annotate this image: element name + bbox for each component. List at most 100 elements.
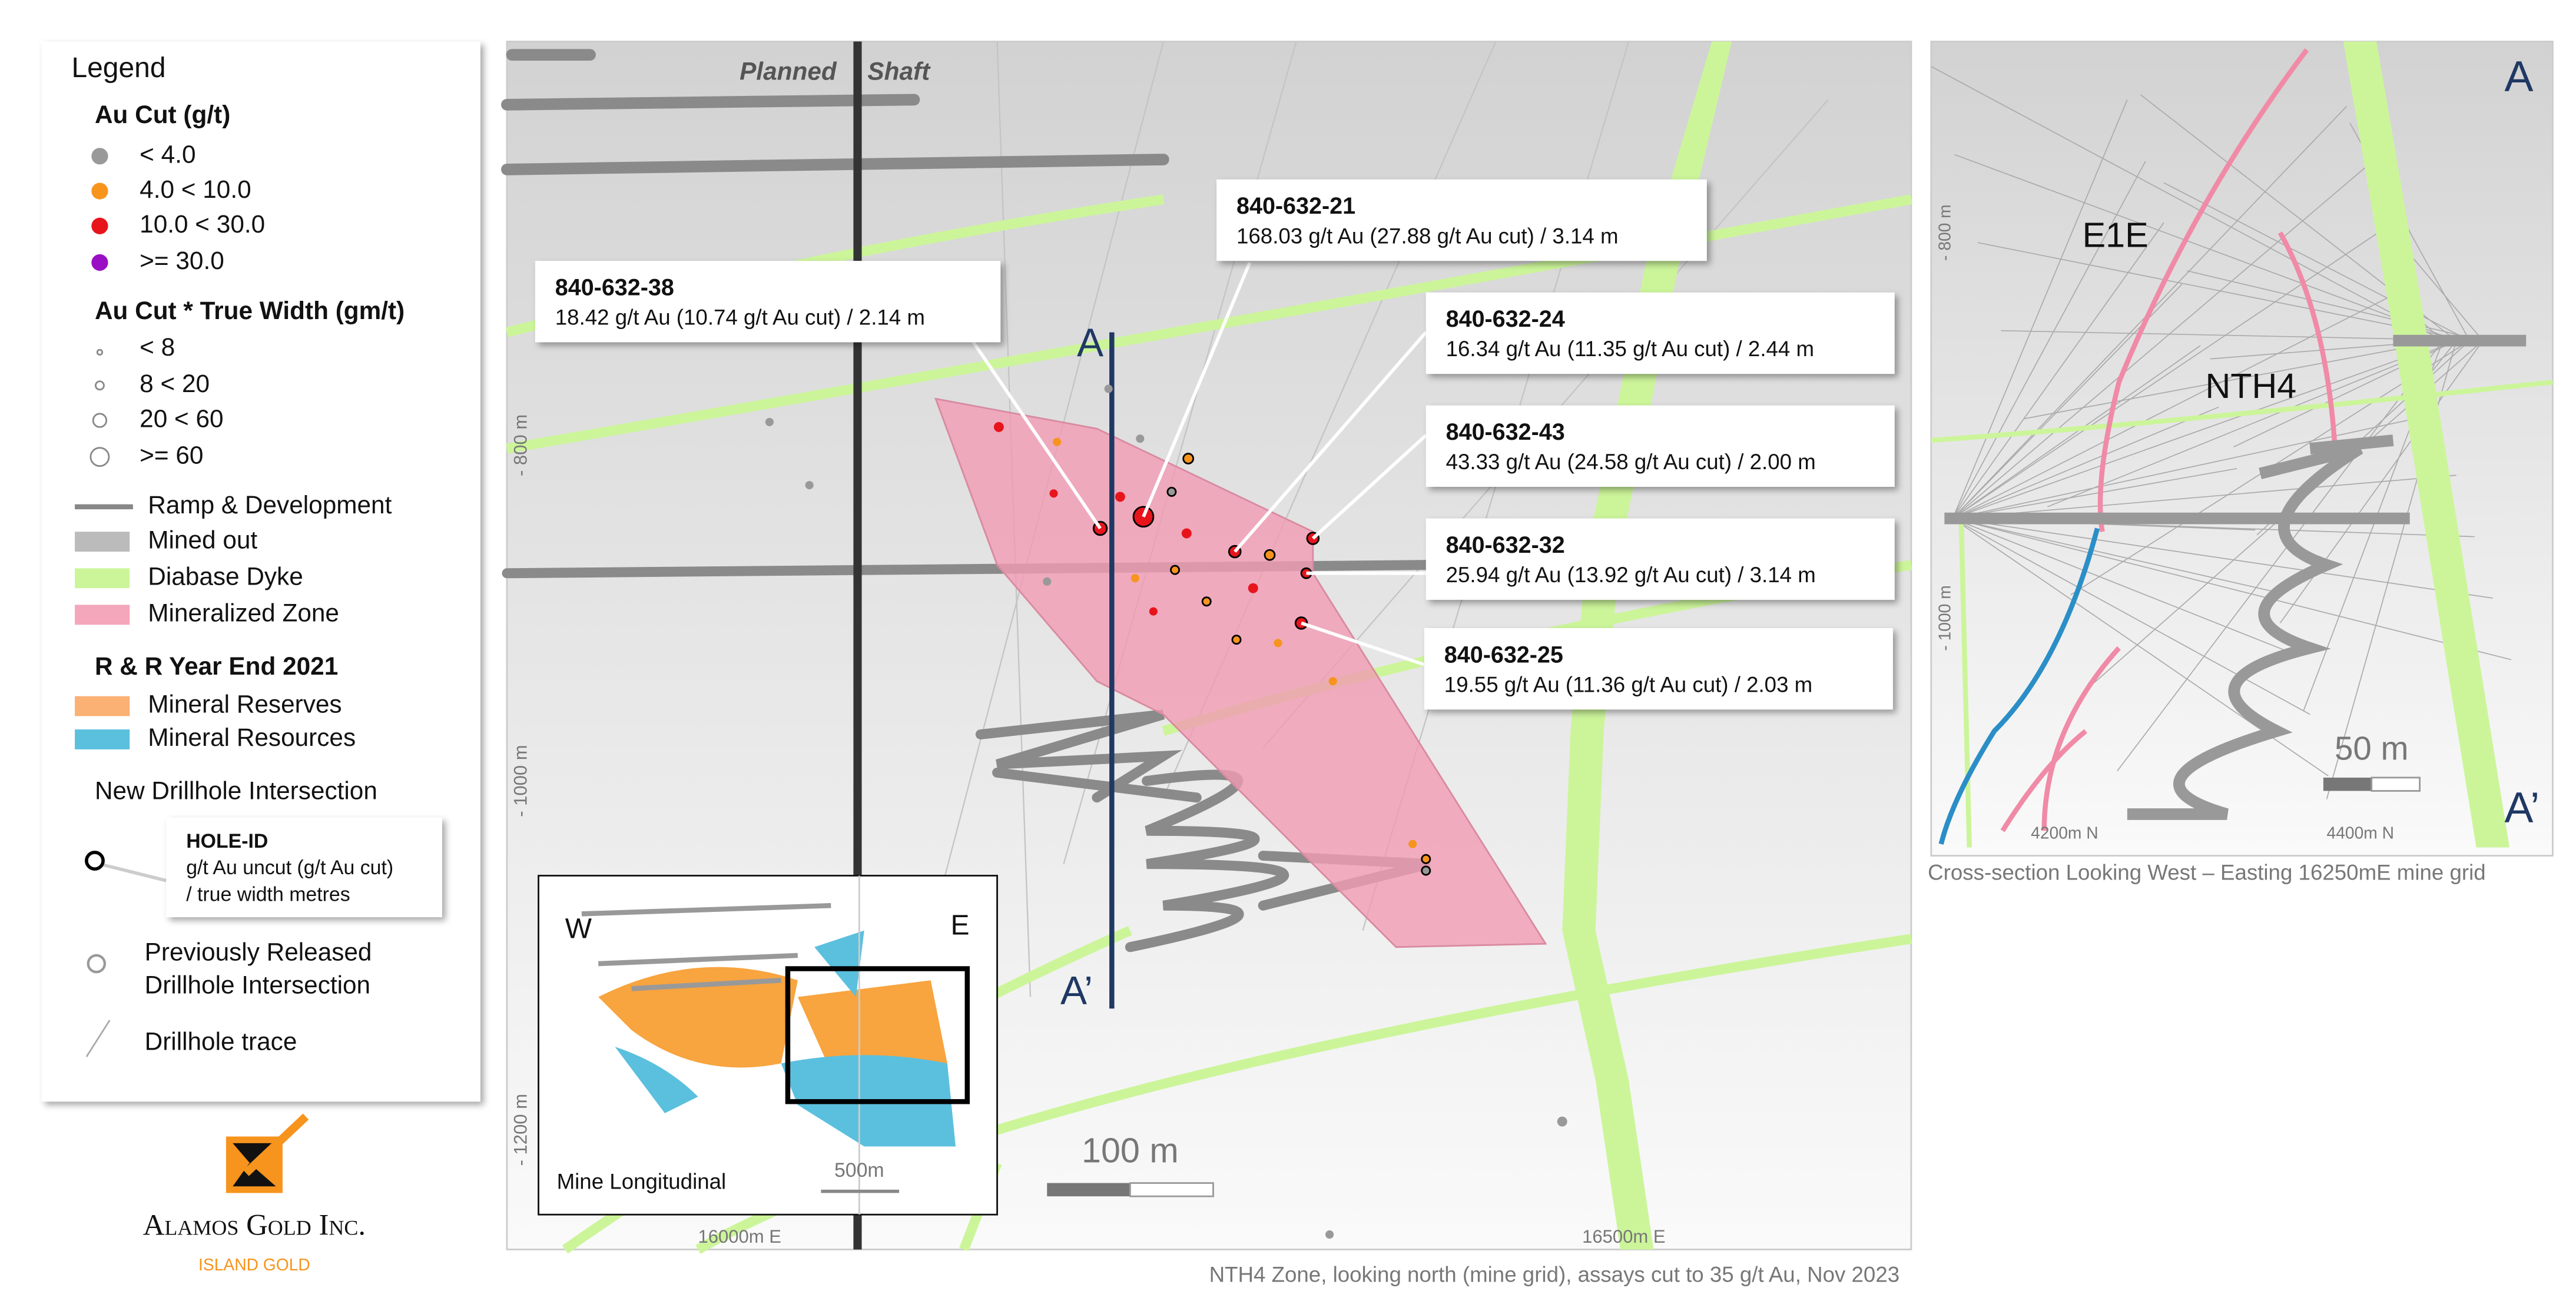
- scale-bar: [1129, 1182, 1214, 1197]
- callout-id: 840-632-24: [1446, 306, 1565, 332]
- legend-swatch: [96, 349, 104, 356]
- diabase-dyke: [1931, 379, 2553, 848]
- callout-text: 25.94 g/t Au (13.92 g/t Au cut) / 3.14 m: [1446, 563, 1816, 587]
- legend-swatch: [91, 254, 108, 271]
- legend-label: Mineral Reserves: [148, 691, 342, 718]
- zone-label: NTH4: [2206, 366, 2297, 406]
- drillhole-intersection: [1325, 1230, 1334, 1239]
- depth-label: - 1000 m: [1935, 585, 1954, 650]
- section-label: A’: [1060, 969, 1093, 1013]
- callout-leader: [970, 340, 1102, 530]
- legend-swatch: [92, 413, 108, 428]
- shaft-label: Shaft: [867, 57, 931, 85]
- drillhole-trace: [1952, 474, 2456, 519]
- ramp-segment: [501, 49, 1169, 175]
- depth-label: - 1200 m: [510, 1094, 531, 1166]
- callout-box: [1425, 292, 1895, 374]
- drillhole-trace: [1952, 406, 2219, 519]
- drillhole-intersection: [1421, 854, 1431, 864]
- legend-label: 8 < 20: [140, 370, 210, 397]
- legend-label: >= 60: [140, 441, 203, 469]
- inset-extent: [785, 966, 970, 1104]
- section-label: A: [1077, 321, 1104, 365]
- logo: Alamos Gold Inc. ISLAND GOLD: [143, 1113, 366, 1274]
- legend-label: Mined out: [148, 526, 257, 553]
- e1e-zone: [2000, 48, 2338, 832]
- legend-label: Diabase Dyke: [148, 562, 303, 590]
- legend-leader: [99, 862, 167, 882]
- drillhole-trace: [1952, 413, 2438, 519]
- drillhole-trace: [1954, 154, 2456, 341]
- legend-label: Mineral Resources: [148, 723, 356, 751]
- inset-development: [581, 903, 831, 991]
- legend-label: < 8: [140, 333, 175, 361]
- callout-box: [535, 261, 1001, 343]
- drillhole-intersection: [1136, 434, 1145, 443]
- map-caption: NTH4 Zone, looking north (mine grid), as…: [1209, 1262, 1900, 1286]
- shaft-label: Planned: [740, 57, 837, 85]
- callout-leader: [1142, 261, 1252, 517]
- logo-mark: [243, 1113, 309, 1176]
- callout-text: 18.42 g/t Au (10.74 g/t Au cut) / 2.14 m: [555, 306, 925, 330]
- scale-bar: [2323, 777, 2372, 791]
- callout-box: [1216, 179, 1707, 261]
- legend-label: 4.0 < 10.0: [140, 175, 251, 203]
- legend-label: Previously Released: [145, 938, 372, 965]
- drillhole-intersection: [1130, 574, 1139, 583]
- nth4-zone: [1938, 527, 2100, 845]
- drillhole-intersection: [1170, 565, 1181, 575]
- drillhole-intersection: [1182, 453, 1195, 464]
- drillhole-intersection: [993, 422, 1004, 432]
- legend-swatch: [85, 851, 105, 871]
- drillhole-trace: [1952, 517, 2493, 599]
- legend-swatch: [75, 696, 130, 716]
- legend-swatch: [94, 380, 105, 391]
- legend: Legend Au Cut (g/t) < 4.0 4.0 < 10.0 10.…: [41, 41, 480, 1102]
- drillhole-trace: [2187, 270, 2484, 341]
- drillhole-intersection: [1043, 577, 1052, 586]
- callout-text: 168.03 g/t Au (27.88 g/t Au cut) / 3.14 …: [1236, 224, 1619, 248]
- drillhole-intersection: [1053, 437, 1062, 446]
- inset-label: E: [951, 910, 970, 941]
- callout-id: 840-632-38: [555, 275, 674, 301]
- drillhole-trace: [1952, 468, 2237, 519]
- mineral-resources: [615, 930, 956, 1147]
- legend-heading: R & R Year End 2021: [95, 652, 338, 680]
- legend-swatch: [85, 1020, 111, 1057]
- legend-callout-text: / true width metres: [186, 883, 350, 905]
- depth-label: - 800 m: [1935, 204, 1954, 261]
- drillhole-intersection: [1421, 865, 1431, 876]
- drillhole-trace: [1977, 242, 2470, 341]
- legend-label: Drillhole trace: [145, 1028, 297, 1056]
- drillhole-intersection: [1115, 492, 1125, 502]
- drillhole-trace: [1952, 228, 2383, 519]
- drillhole-intersection: [1149, 607, 1158, 616]
- legend-heading: New Drillhole Intersection: [95, 777, 377, 805]
- callout-box: [1424, 628, 1893, 710]
- drillhole-intersection: [1049, 489, 1058, 498]
- legend-label: Drillhole Intersection: [145, 971, 370, 999]
- inset-map: W E Mine Longitudinal 500m: [538, 875, 998, 1216]
- drillhole-trace: [2117, 340, 2444, 772]
- drillhole-trace: [1952, 517, 2310, 715]
- diabase-dyke: [2343, 41, 2510, 848]
- legend-swatch: [75, 568, 130, 589]
- drillhole-intersection: [1408, 839, 1417, 848]
- drillhole-intersection: [1181, 528, 1192, 539]
- easting-label: 16500m E: [1582, 1226, 1665, 1247]
- legend-label: 10.0 < 30.0: [140, 210, 265, 238]
- drillhole-trace: [2047, 340, 2457, 507]
- depth-label: - 1000 m: [510, 745, 531, 817]
- drillhole-intersection: [1231, 635, 1242, 645]
- legend-label: >= 30.0: [140, 247, 224, 274]
- drillhole-intersection: [1557, 1116, 1567, 1127]
- inset-label: W: [565, 913, 592, 944]
- legend-label: 20 < 60: [140, 404, 223, 432]
- callout-text: 43.33 g/t Au (24.58 g/t Au cut) / 2.00 m: [1446, 450, 1816, 474]
- northing-label: 4200m N: [2031, 823, 2098, 842]
- mineralized-zone: [934, 397, 1547, 948]
- callout-id: 840-632-21: [1236, 193, 1355, 219]
- legend-callout-box: [166, 817, 442, 918]
